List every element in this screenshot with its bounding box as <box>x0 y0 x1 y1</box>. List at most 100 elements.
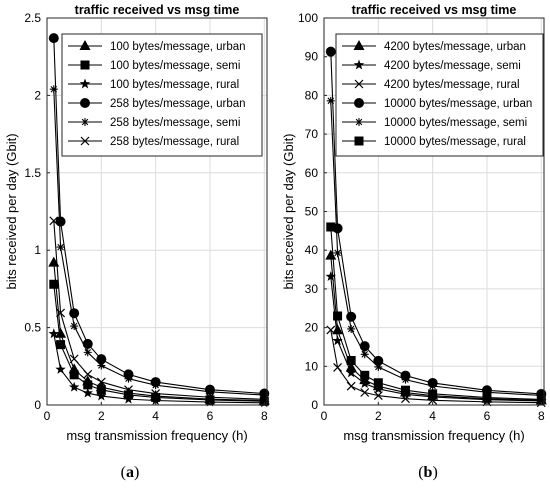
data-point <box>123 393 134 404</box>
y-tick-label: 60 <box>305 166 319 180</box>
data-point <box>56 243 65 252</box>
legend-label: 258 bytes/message, semi <box>110 117 240 129</box>
y-tick-label: 10 <box>305 359 319 373</box>
legend-item: 258 bytes/message, rural <box>68 136 239 148</box>
legend-item: 100 bytes/message, urban <box>68 40 246 53</box>
data-point <box>359 378 370 389</box>
y-tick-label: 100 <box>298 11 318 25</box>
y-tick-label: 1 <box>34 243 41 257</box>
data-point <box>428 389 438 399</box>
data-point <box>373 378 383 388</box>
legend-marker <box>79 40 91 50</box>
legend-marker <box>80 136 90 146</box>
legend-label: 4200 bytes/message, urban <box>384 41 526 53</box>
data-point <box>325 271 337 281</box>
data-point <box>326 325 336 335</box>
data-point <box>48 33 59 44</box>
y-tick-label: 30 <box>305 282 319 296</box>
y-tick-label: 1.5 <box>24 166 41 180</box>
legend-item: 100 bytes/message, rural <box>68 78 239 91</box>
x-tick-label: 8 <box>261 409 268 423</box>
data-point <box>333 363 343 372</box>
legend-marker <box>354 98 364 108</box>
legend-label: 258 bytes/message, rural <box>110 136 239 148</box>
data-point <box>401 375 410 384</box>
x-tick-label: 6 <box>207 409 214 423</box>
legend-label: 100 bytes/message, urban <box>110 41 246 53</box>
legend-marker <box>355 118 363 126</box>
data-point <box>56 308 66 318</box>
caption-b: (b) <box>418 464 438 481</box>
data-point <box>428 381 437 390</box>
data-point <box>68 381 80 392</box>
y-tick-label: 90 <box>305 50 319 64</box>
series-5 <box>326 222 546 404</box>
legend-item: 4200 bytes/message, urban <box>342 40 526 53</box>
data-point <box>82 387 93 398</box>
data-point <box>536 394 546 404</box>
chart-title: traffic received vs msg time <box>352 3 517 17</box>
legend-label: 4200 bytes/message, semi <box>384 60 521 72</box>
data-point <box>70 322 79 331</box>
data-point <box>83 380 93 390</box>
data-point <box>482 388 491 397</box>
legend-item: 10000 bytes/message, rural <box>342 136 526 148</box>
legend-label: 10000 bytes/message, semi <box>384 117 527 129</box>
x-tick-label: 2 <box>375 409 382 423</box>
data-point <box>332 335 343 346</box>
data-point <box>124 374 133 383</box>
data-point <box>96 390 107 401</box>
legend-item: 10000 bytes/message, urban <box>342 98 532 110</box>
legend-item: 10000 bytes/message, semi <box>342 117 527 129</box>
data-point <box>373 383 384 394</box>
data-point <box>49 279 59 289</box>
data-point <box>400 385 410 395</box>
legend-label: 100 bytes/message, rural <box>110 79 239 91</box>
x-axis-label: msg transmission frequency (h) <box>66 428 247 443</box>
legend-marker <box>353 59 365 70</box>
legend-marker <box>354 79 364 89</box>
legend-marker <box>81 118 89 126</box>
data-point <box>150 395 161 405</box>
data-point <box>326 222 336 232</box>
data-point <box>69 308 80 319</box>
data-point <box>332 324 344 335</box>
x-tick-label: 0 <box>321 409 328 423</box>
x-tick-label: 2 <box>98 409 105 423</box>
data-point <box>96 354 107 365</box>
legend-item: 258 bytes/message, urban <box>68 98 246 110</box>
data-point <box>83 348 92 357</box>
y-tick-label: 20 <box>305 321 319 335</box>
data-point <box>346 311 357 322</box>
data-point <box>345 367 357 378</box>
legend-item: 4200 bytes/message, rural <box>342 79 520 91</box>
data-point <box>360 388 370 397</box>
legend-item: 100 bytes/message, semi <box>68 60 240 72</box>
data-point <box>360 370 370 380</box>
x-tick-label: 8 <box>538 409 545 423</box>
y-tick-label: 2 <box>34 88 41 102</box>
x-tick-label: 0 <box>44 409 51 423</box>
legend-label: 4200 bytes/message, rural <box>384 79 520 91</box>
data-point <box>49 85 58 94</box>
data-point <box>96 377 106 387</box>
data-point <box>326 96 335 105</box>
y-tick-label: 80 <box>305 88 319 102</box>
data-point <box>55 363 66 374</box>
data-point <box>83 369 93 379</box>
data-point <box>96 385 106 395</box>
x-tick-label: 6 <box>484 409 491 423</box>
y-tick-label: 70 <box>305 127 319 141</box>
data-point <box>260 391 269 400</box>
data-point <box>56 340 66 350</box>
chart-a: 0 2 4 6 8 0 0.5 1 1.5 2 2.5 traffic received vs msg… <box>4 3 270 443</box>
series-5 <box>49 216 269 404</box>
legend-box <box>335 33 544 157</box>
legend-label: 258 bytes/message, urban <box>110 98 246 110</box>
data-point <box>325 46 336 57</box>
data-point <box>333 248 342 257</box>
data-point <box>374 362 383 371</box>
y-tick-label: 0.5 <box>24 321 41 335</box>
data-point <box>373 391 383 401</box>
